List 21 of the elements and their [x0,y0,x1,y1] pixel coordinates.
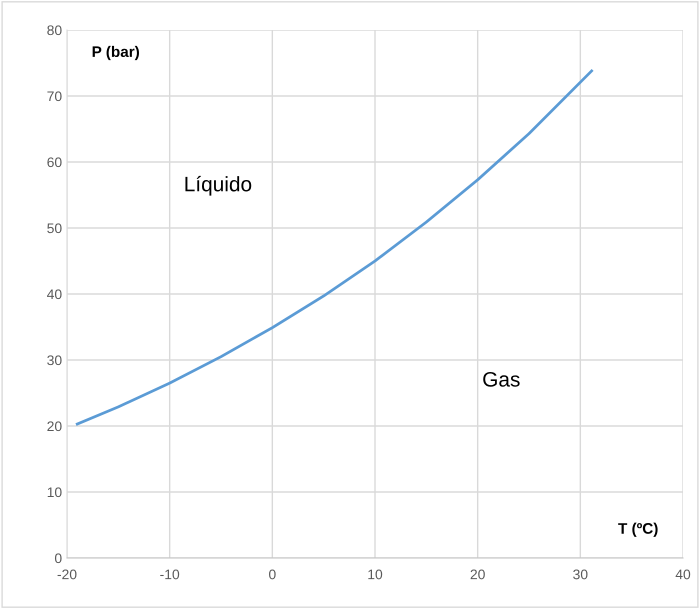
annotation: Líquido [185,176,252,196]
x-tick-label: -10 [160,569,180,580]
y-tick-label: 40 [47,289,62,300]
x-axis-title: T (ºC) [618,522,658,537]
x-tick-label: -20 [58,569,76,580]
y-tick-label: 80 [47,25,62,36]
x-tick-label: 30 [573,569,588,580]
x-tick-label: 40 [676,569,690,580]
x-tick-label: 20 [470,569,485,580]
y-tick-label: 20 [47,421,62,432]
y-axis-title: P (bar) [92,46,139,60]
y-tick-label: 30 [47,355,62,366]
y-tick-label: 60 [47,157,62,168]
line-series [76,70,594,426]
annotation: Gas [483,372,520,387]
y-tick-label: 70 [47,91,62,102]
y-tick-label: 50 [47,223,62,234]
x-tick-label: 10 [368,569,382,580]
y-tick-label: 10 [48,487,62,498]
y-tick-label: 0 [54,553,62,564]
x-tick-label: 0 [269,569,276,580]
